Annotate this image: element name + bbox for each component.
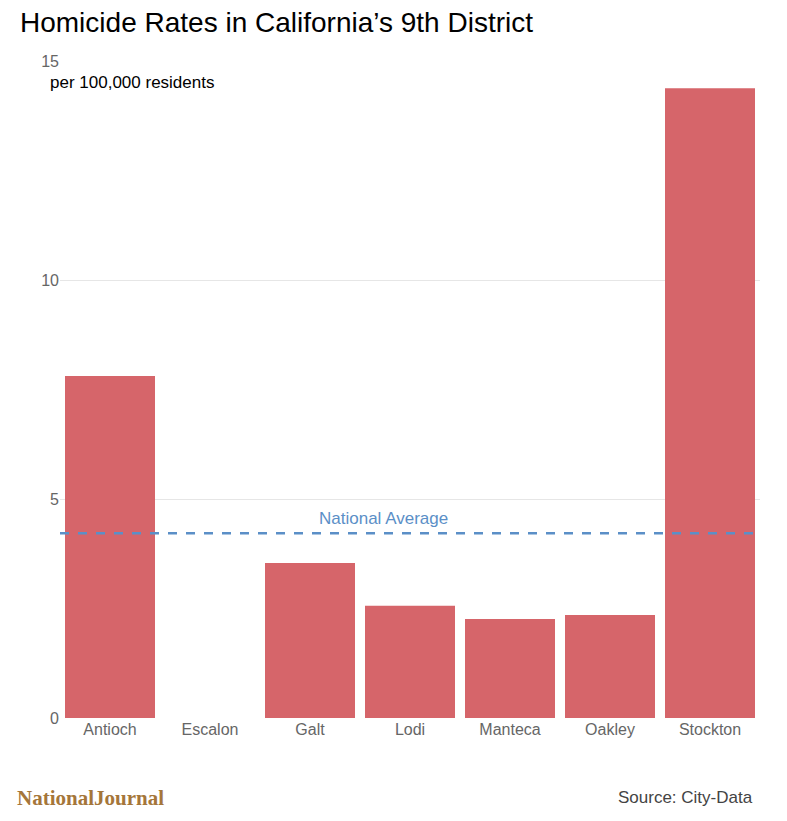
svg-text:Antioch: Antioch <box>83 721 136 738</box>
svg-text:Homicide Rates in California’s: Homicide Rates in California’s 9th Distr… <box>20 7 533 38</box>
svg-text:Manteca: Manteca <box>479 721 540 738</box>
svg-text:NationalJournal: NationalJournal <box>17 786 164 810</box>
svg-text:Source: City-Data: Source: City-Data <box>618 788 753 807</box>
svg-text:National Average: National Average <box>319 509 448 528</box>
svg-text:15: 15 <box>41 53 59 70</box>
svg-text:Escalon: Escalon <box>182 721 239 738</box>
svg-text:per 100,000 residents: per 100,000 residents <box>50 73 214 92</box>
svg-text:Galt: Galt <box>295 721 325 738</box>
svg-text:5: 5 <box>50 491 59 508</box>
svg-text:10: 10 <box>41 272 59 289</box>
svg-text:Stockton: Stockton <box>679 721 741 738</box>
svg-text:Oakley: Oakley <box>585 721 635 738</box>
svg-text:0: 0 <box>50 710 59 727</box>
svg-text:Lodi: Lodi <box>395 721 425 738</box>
